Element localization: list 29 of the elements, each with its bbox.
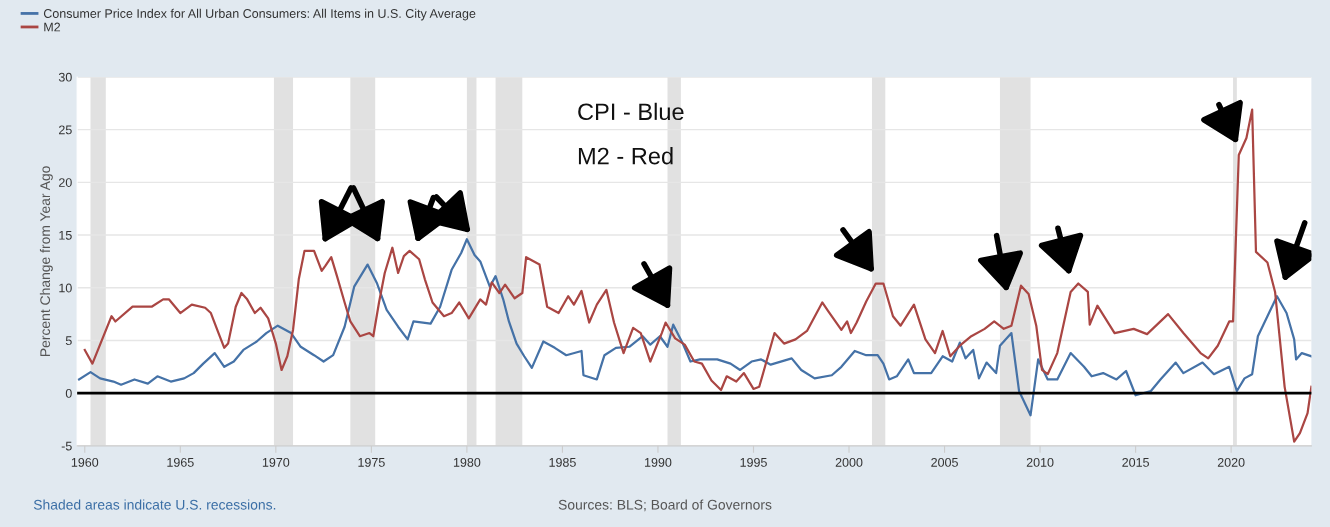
x-tick-label: 1990 [645, 457, 672, 467]
y-tick-label: 15 [59, 230, 72, 240]
x-tick-label: 2020 [1217, 457, 1245, 467]
y-tick-label: 20 [59, 178, 72, 187]
y-axis-title: Percent Change from Year Ago [39, 166, 53, 356]
y-tick-label: 10 [59, 283, 72, 293]
x-tick-label: 2005 [931, 457, 958, 467]
x-tick-label: 1970 [262, 457, 290, 467]
x-tick-label: 2000 [835, 457, 863, 467]
x-tick-label: 1985 [549, 457, 576, 467]
x-tick-label: 1995 [740, 457, 767, 467]
legend-label: M2 [44, 22, 61, 32]
legend-label: Consumer Price Index for All Urban Consumers: All Items in U.S. City Average [43, 8, 476, 21]
source-note: Sources: BLS; Board of Governors [558, 499, 772, 512]
text: Shaded areas indicate U.S. recessions. [33, 499, 276, 510]
x-tick-label: 1975 [358, 457, 385, 467]
y-tick-label: 0 [65, 388, 72, 398]
y-tick-label: 30 [58, 72, 72, 82]
x-tick-label: 2010 [1026, 457, 1054, 467]
y-tick-label: 25 [59, 125, 72, 135]
annotation: CPI - Blue [578, 102, 684, 121]
y-tick-label: -5 [61, 441, 72, 451]
y-tick-label: 5 [65, 336, 72, 346]
line-series [77, 238, 1312, 417]
x-tick-label: 1960 [71, 457, 99, 467]
annotation: M2 - Red [578, 147, 673, 165]
x-tick-label: 2015 [1122, 457, 1149, 467]
x-tick-label: 1980 [453, 457, 481, 467]
x-tick-label: 1965 [167, 457, 194, 467]
